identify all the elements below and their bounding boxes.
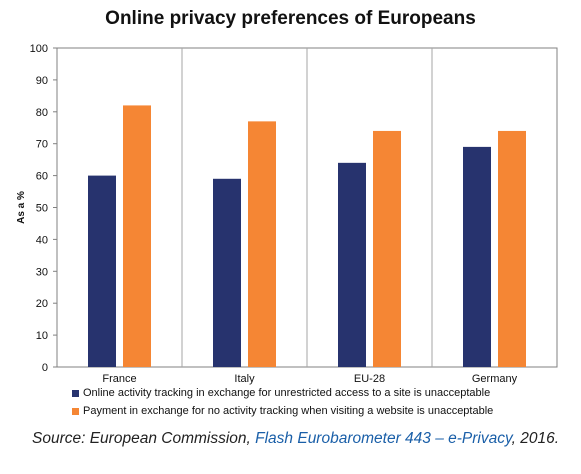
- source-prefix: Source: European Commission,: [32, 430, 256, 447]
- y-tick-label: 90: [36, 75, 48, 87]
- x-tick-label: Germany: [472, 373, 518, 385]
- legend-item-series-0: Online activity tracking in exchange for…: [72, 387, 490, 399]
- y-tick-label: 50: [36, 203, 48, 215]
- x-tick-label: EU-28: [354, 373, 385, 385]
- y-tick-label: 0: [42, 362, 48, 374]
- y-tick-label: 10: [36, 330, 48, 342]
- bar-france-series-0: [88, 175, 116, 367]
- legend-swatch-series-0: [72, 389, 79, 397]
- y-tick-label: 100: [30, 43, 48, 55]
- legend-label-series-1: Payment in exchange for no activity trac…: [83, 405, 494, 417]
- legend-item-series-1: Payment in exchange for no activity trac…: [72, 405, 493, 417]
- x-tick-label: Italy: [234, 373, 255, 385]
- bar-eu-28-series-0: [338, 162, 366, 367]
- bar-germany-series-1: [498, 130, 526, 367]
- bar-france-series-1: [123, 105, 151, 368]
- bar-eu-28-series-1: [373, 130, 401, 367]
- legend-label-series-0: Online activity tracking in exchange for…: [83, 387, 491, 399]
- bar-germany-series-0: [463, 146, 491, 367]
- source-note: Source: European Commission, Flash Eurob…: [32, 428, 562, 449]
- source-suffix: , 2016.: [511, 430, 559, 447]
- y-tick-label: 70: [36, 139, 48, 151]
- bar-italy-series-1: [248, 121, 276, 368]
- y-tick-label: 40: [36, 234, 48, 246]
- chart-title: Online privacy preferences of Europeans: [105, 8, 476, 29]
- source-link[interactable]: Flash Eurobarometer 443 – e-Privacy: [255, 430, 512, 447]
- y-tick-label: 80: [36, 107, 48, 119]
- y-tick-label: 20: [36, 298, 48, 310]
- y-tick-label: 60: [36, 171, 48, 183]
- legend-swatch-series-1: [72, 407, 79, 415]
- x-tick-label: France: [102, 373, 136, 385]
- y-axis-label: As a %: [16, 191, 27, 224]
- y-tick-label: 30: [36, 266, 48, 278]
- bar-italy-series-0: [213, 178, 241, 367]
